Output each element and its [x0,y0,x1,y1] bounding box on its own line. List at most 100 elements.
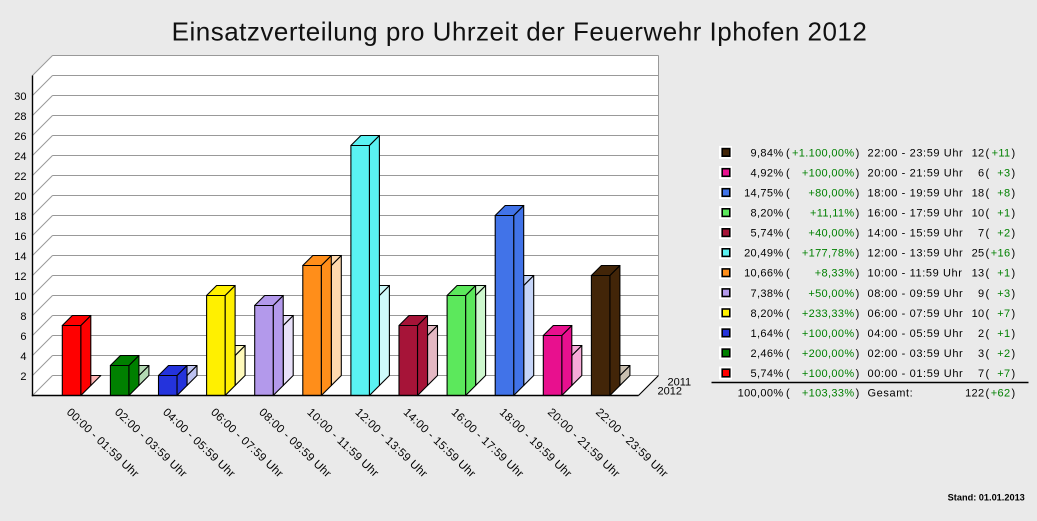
svg-text:(: ( [986,208,990,220]
svg-text:(: ( [786,328,790,340]
svg-text:12:00 - 13:59 Uhr: 12:00 - 13:59 Uhr [868,248,964,260]
svg-text:(: ( [786,268,790,280]
svg-text:4,92%: 4,92% [751,168,784,180]
svg-text:): ) [1012,308,1016,320]
svg-text:+200,00%: +200,00% [802,348,855,360]
svg-text:7: 7 [978,228,984,240]
svg-text:): ) [856,188,860,200]
svg-text:+11,11%: +11,11% [810,208,855,220]
svg-text:(: ( [786,188,790,200]
svg-text:20: 20 [14,191,26,203]
svg-text:): ) [1012,208,1016,220]
svg-text:24: 24 [14,151,26,163]
svg-text:): ) [1012,147,1016,159]
svg-text:16:00 - 17:59 Uhr: 16:00 - 17:59 Uhr [868,208,964,220]
svg-text:(: ( [786,348,790,360]
svg-text:+1.100,00%: +1.100,00% [792,147,855,159]
svg-text:+40,00%: +40,00% [808,228,854,240]
svg-text:12: 12 [972,147,985,159]
svg-text:): ) [1012,368,1016,380]
svg-text:25: 25 [972,248,985,260]
svg-text:(: ( [786,308,790,320]
svg-text:2,46%: 2,46% [751,348,784,360]
svg-text:13: 13 [972,268,985,280]
svg-text:): ) [856,147,860,159]
svg-text:): ) [1012,388,1016,400]
svg-text:2012: 2012 [658,386,682,398]
svg-text:5,74%: 5,74% [751,368,784,380]
svg-text:5,74%: 5,74% [751,228,784,240]
svg-text:(: ( [786,388,790,400]
svg-text:7,38%: 7,38% [751,288,784,300]
svg-text:): ) [856,268,860,280]
svg-text:100,00%: 100,00% [738,388,784,400]
svg-text:00:00 - 01:59 Uhr: 00:00 - 01:59 Uhr [868,368,964,380]
svg-text:02:00 - 03:59 Uhr: 02:00 - 03:59 Uhr [868,348,964,360]
svg-text:(: ( [786,208,790,220]
svg-text:(: ( [786,147,790,159]
svg-text:(: ( [786,248,790,260]
svg-text:16: 16 [14,231,26,243]
svg-text:+11: +11 [992,147,1011,159]
svg-text:(: ( [786,288,790,300]
svg-text:+233,33%: +233,33% [802,308,855,320]
svg-text:+80,00%: +80,00% [808,188,854,200]
svg-text:22:00 - 23:59 Uhr: 22:00 - 23:59 Uhr [868,147,964,159]
svg-text:20:00 - 21:59 Uhr: 20:00 - 21:59 Uhr [868,168,964,180]
svg-text:4: 4 [20,351,26,363]
svg-text:(: ( [786,228,790,240]
svg-text:+1: +1 [997,268,1010,280]
svg-text:): ) [1012,288,1016,300]
svg-text:10,66%: 10,66% [744,268,783,280]
svg-text:): ) [1012,188,1016,200]
svg-text:): ) [1012,168,1016,180]
svg-text:+100,00%: +100,00% [802,328,855,340]
svg-text:(: ( [986,328,990,340]
svg-text:8,20%: 8,20% [751,308,784,320]
svg-text:14,75%: 14,75% [744,188,783,200]
svg-text:(: ( [986,248,990,260]
svg-text:+3: +3 [997,168,1010,180]
svg-text:8: 8 [20,311,26,323]
svg-text:): ) [856,348,860,360]
svg-text:+2: +2 [997,228,1010,240]
svg-text:04:00 - 05:59 Uhr: 04:00 - 05:59 Uhr [868,328,964,340]
svg-text:): ) [856,388,860,400]
svg-text:30: 30 [14,91,26,103]
svg-text:): ) [1012,248,1016,260]
svg-text:(: ( [986,388,990,400]
svg-text:9,84%: 9,84% [751,147,784,159]
svg-text:+100,00%: +100,00% [802,168,855,180]
svg-text:12: 12 [14,271,26,283]
svg-text:(: ( [786,168,790,180]
svg-text:+7: +7 [997,368,1010,380]
svg-text:2: 2 [20,371,26,383]
svg-text:): ) [1012,328,1016,340]
svg-text:7: 7 [978,368,984,380]
svg-text:): ) [1012,268,1016,280]
svg-text:): ) [1012,348,1016,360]
svg-text:18:00 - 19:59 Uhr: 18:00 - 19:59 Uhr [868,188,964,200]
svg-text:(: ( [986,168,990,180]
svg-text:(: ( [986,147,990,159]
svg-text:+2: +2 [997,348,1010,360]
svg-text:10: 10 [14,291,26,303]
svg-text:+8,33%: +8,33% [815,268,855,280]
svg-text:): ) [856,208,860,220]
svg-text:Stand: 01.01.2013: Stand: 01.01.2013 [948,492,1025,502]
svg-text:): ) [856,168,860,180]
svg-text:+103,33%: +103,33% [802,388,855,400]
svg-text:): ) [856,328,860,340]
svg-text:+1: +1 [997,328,1010,340]
svg-text:10: 10 [972,308,985,320]
svg-text:20,49%: 20,49% [744,248,783,260]
svg-text:): ) [856,368,860,380]
svg-text:(: ( [986,268,990,280]
svg-text:10: 10 [972,208,985,220]
svg-text:8,20%: 8,20% [751,208,784,220]
svg-text:2011: 2011 [668,376,692,388]
svg-text:): ) [856,288,860,300]
svg-text:Einsatzverteilung pro Uhrzeit: Einsatzverteilung pro Uhrzeit der Feuerw… [172,17,868,47]
svg-text:): ) [856,248,860,260]
svg-text:+50,00%: +50,00% [808,288,854,300]
